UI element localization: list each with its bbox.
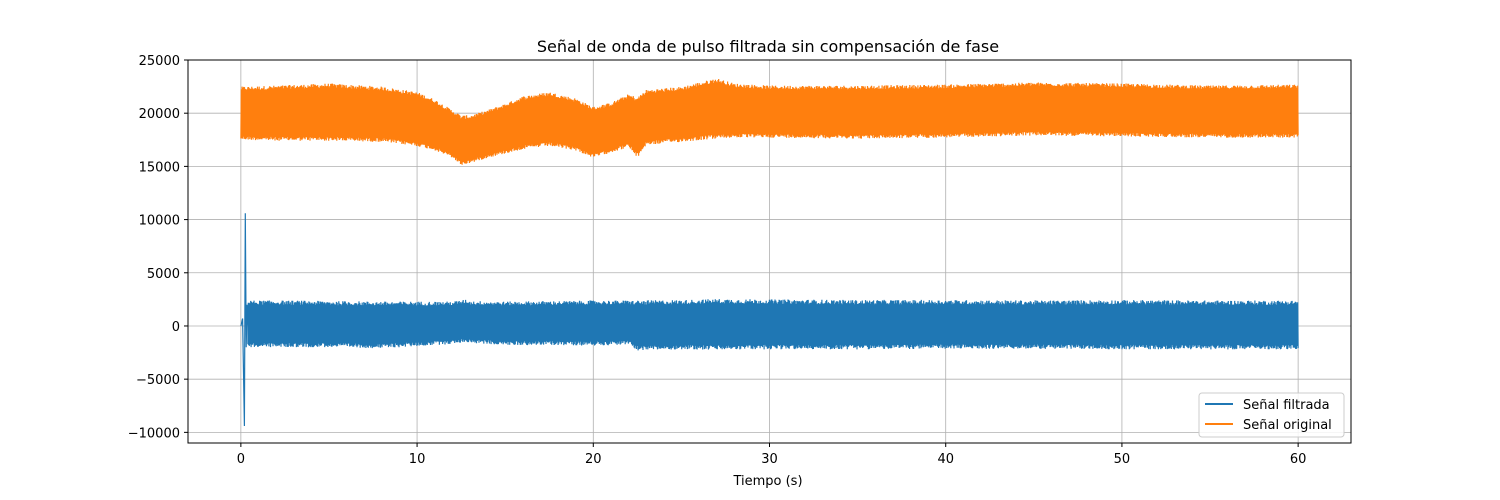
y-tick-label: 20000: [139, 107, 180, 122]
x-tick-label: 30: [761, 452, 778, 467]
legend: Señal filtrada Señal original: [1198, 392, 1345, 438]
y-tick-label: 0: [172, 320, 180, 335]
legend-box: [1198, 392, 1345, 438]
x-tick-label: 0: [237, 452, 245, 467]
x-tick-label: 60: [1290, 452, 1307, 467]
x-tick-label: 10: [409, 452, 426, 467]
chart-title: Señal de onda de pulso filtrada sin comp…: [537, 37, 999, 56]
x-axis-label: Tiempo (s): [732, 474, 802, 489]
y-tick-label: 5000: [147, 267, 180, 282]
y-tick-label: 25000: [139, 54, 180, 69]
series-line-senal-original: [240, 78, 1299, 165]
y-tick-label: −10000: [128, 426, 180, 441]
y-tick-label: 10000: [139, 214, 180, 229]
y-axis: −10000 −5000 0 5000 10000 15000 20000 25000: [128, 54, 188, 441]
y-tick-label: −5000: [136, 373, 180, 388]
legend-label-original: Señal original: [1243, 418, 1332, 433]
legend-label-filtrada: Señal filtrada: [1243, 398, 1330, 413]
y-tick-label: 15000: [139, 160, 180, 175]
x-tick-label: 40: [937, 452, 954, 467]
x-tick-label: 50: [1114, 452, 1131, 467]
x-axis: 0 10 20 30 40 50 60: [237, 443, 1307, 467]
series-line-senal-filtrada: [240, 213, 1299, 427]
plot-area: [240, 78, 1299, 427]
x-tick-label: 20: [585, 452, 602, 467]
